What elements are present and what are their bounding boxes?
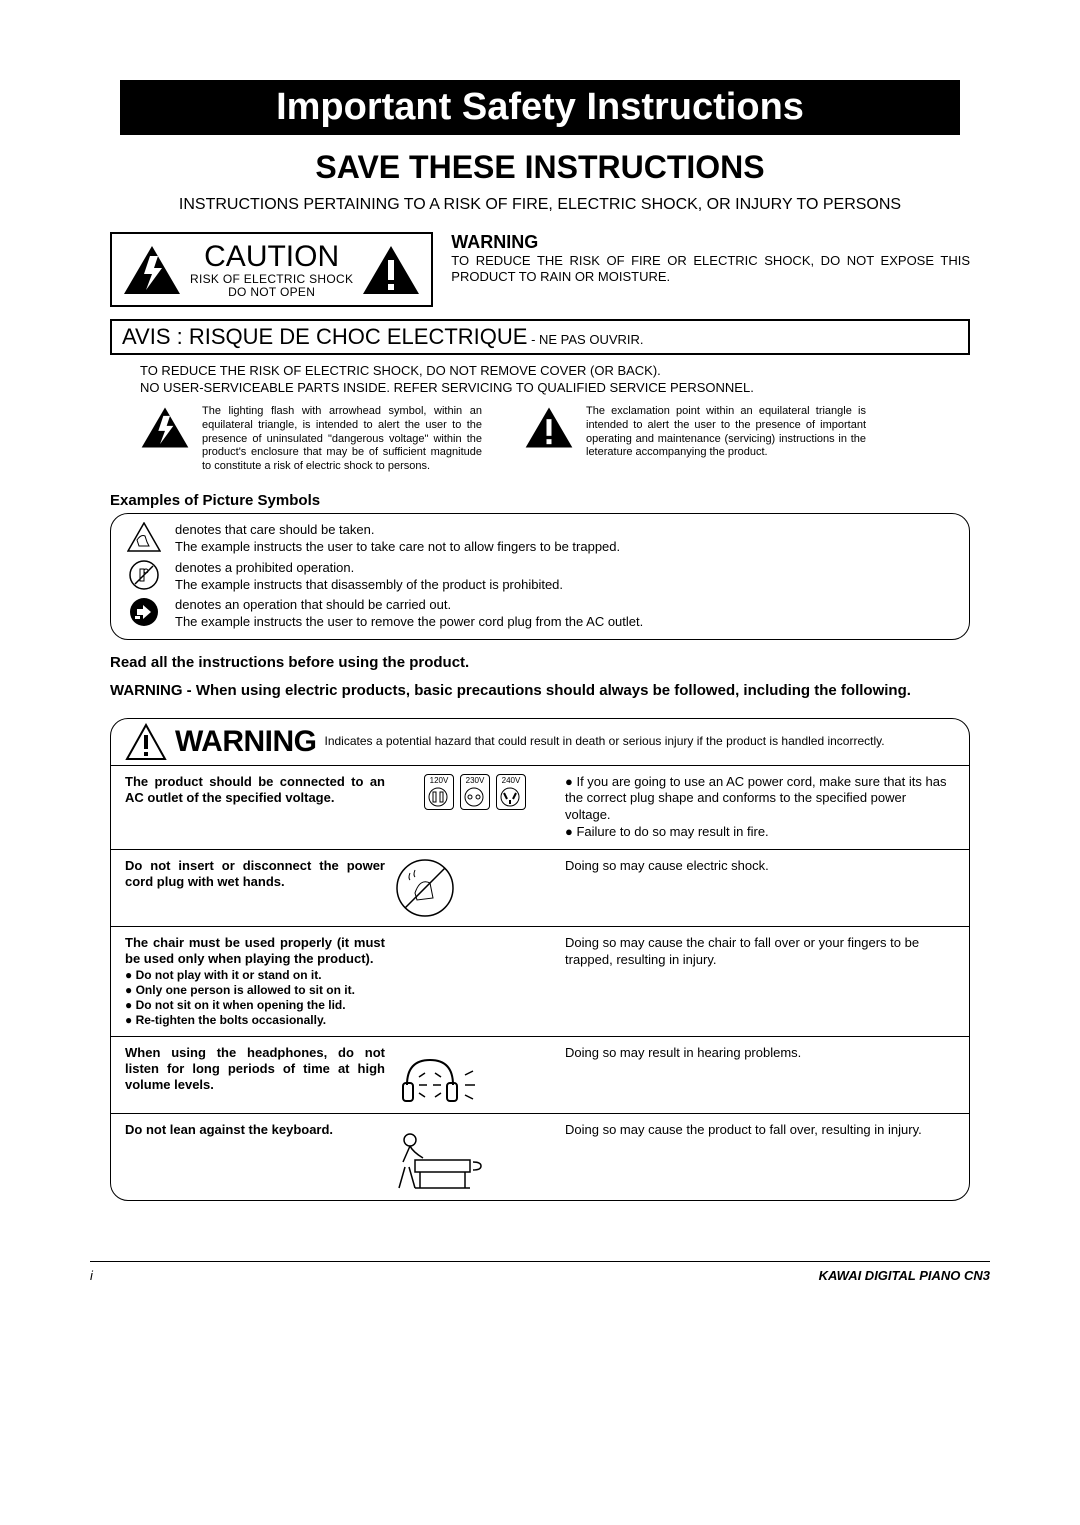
warning-row-chair: The chair must be used properly (it must… — [111, 927, 969, 1037]
warning-paragraph: WARNING - When using electric products, … — [110, 681, 970, 701]
avis-box: AVIS : RISQUE DE CHOC ELECTRIQUE - NE PA… — [110, 319, 970, 355]
title-banner: Important Safety Instructions — [120, 80, 960, 135]
row5-left: Do not lean against the keyboard. — [125, 1122, 385, 1138]
ex2a: denotes a prohibited operation. — [175, 560, 354, 575]
warning-word: WARNING — [175, 725, 317, 759]
read-instructions-line: Read all the instructions before using t… — [110, 654, 970, 671]
headphone-icon — [395, 1045, 485, 1105]
bolt-explain: The lighting flash with arrowhead symbol… — [202, 405, 482, 474]
exclamation-triangle-icon — [361, 244, 421, 296]
ex3b: The example instructs the user to remove… — [175, 614, 643, 629]
excl-explain: The exclamation point within an equilate… — [586, 405, 866, 460]
row1-right: If you are going to use an AC power cord… — [565, 774, 955, 842]
shock-line-1: TO REDUCE THE RISK OF ELECTRIC SHOCK, DO… — [140, 363, 940, 380]
ex1a: denotes that care should be taken. — [175, 522, 374, 537]
row4-left: When using the headphones, do not listen… — [125, 1045, 385, 1094]
row3-b2: Only one person is allowed to sit on it. — [125, 983, 385, 998]
caution-sub2: DO NOT OPEN — [190, 286, 353, 299]
plug-240v-icon: 240V — [496, 774, 526, 810]
bolt-triangle-icon — [140, 405, 190, 450]
ex1b: The example instructs the user to take c… — [175, 539, 620, 554]
row3-b4: Re-tighten the bolts occasionally. — [125, 1013, 385, 1028]
subtitle-desc: INSTRUCTIONS PERTAINING TO A RISK OF FIR… — [90, 196, 990, 214]
caution-row: CAUTION RISK OF ELECTRIC SHOCK DO NOT OP… — [90, 232, 990, 307]
avis-main: AVIS : RISQUE DE CHOC ELECTRIQUE — [122, 324, 527, 349]
warning-row-headphones: When using the headphones, do not listen… — [111, 1037, 969, 1114]
warning-row-wet-hands: Do not insert or disconnect the power co… — [111, 850, 969, 927]
caution-word: CAUTION — [190, 240, 353, 273]
warning-row-lean: Do not lean against the keyboard. Doing … — [111, 1114, 969, 1200]
warning-row-voltage: The product should be connected to an AC… — [111, 766, 969, 851]
avis-tail: - NE PAS OUVRIR. — [527, 332, 643, 347]
row5-right: Doing so may cause the product to fall o… — [565, 1122, 955, 1139]
exclamation-triangle-icon — [524, 405, 574, 450]
plug-120v-icon: 120V — [424, 774, 454, 810]
row1-left: The product should be connected to an AC… — [125, 774, 385, 807]
row3-left-main: The chair must be used properly (it must… — [125, 935, 385, 968]
bolt-triangle-icon — [122, 244, 182, 296]
row3-b1: Do not play with it or stand on it. — [125, 968, 385, 983]
prohibited-circle-icon — [127, 560, 161, 590]
row1-bullet2: Failure to do so may result in fire. — [565, 824, 955, 841]
row4-right: Doing so may result in hearing problems. — [565, 1045, 955, 1062]
subtitle: SAVE THESE INSTRUCTIONS — [90, 149, 990, 186]
wet-hand-prohibited-icon — [395, 858, 455, 918]
row3-right: Doing so may cause the chair to fall ove… — [565, 935, 955, 969]
mandatory-circle-icon — [127, 597, 161, 627]
ex2b: The example instructs that disassembly o… — [175, 577, 563, 592]
row3-b3: Do not sit on it when opening the lid. — [125, 998, 385, 1013]
caution-box: CAUTION RISK OF ELECTRIC SHOCK DO NOT OP… — [110, 232, 433, 307]
warning-aside-body: TO REDUCE THE RISK OF FIRE OR ELECTRIC S… — [451, 253, 970, 286]
ex3a: denotes an operation that should be carr… — [175, 597, 451, 612]
plug-230v-icon: 230V — [460, 774, 490, 810]
warning-desc: Indicates a potential hazard that could … — [325, 734, 956, 749]
examples-box: denotes that care should be taken. The ex… — [110, 513, 970, 640]
row2-right: Doing so may cause electric shock. — [565, 858, 955, 875]
warning-aside: WARNING TO REDUCE THE RISK OF FIRE OR EL… — [451, 232, 970, 286]
lean-keyboard-icon — [395, 1122, 485, 1192]
row1-bullet1: If you are going to use an AC power cord… — [565, 774, 955, 825]
warning-table: WARNING Indicates a potential hazard tha… — [110, 718, 970, 1201]
warning-table-header: WARNING Indicates a potential hazard tha… — [111, 719, 969, 766]
row1-plugs: 120V 230V 240V — [395, 774, 555, 810]
shock-text: TO REDUCE THE RISK OF ELECTRIC SHOCK, DO… — [90, 363, 990, 405]
warning-aside-title: WARNING — [451, 232, 970, 253]
brand-footer: KAWAI DIGITAL PIANO CN3 — [819, 1268, 990, 1283]
page-footer: i KAWAI DIGITAL PIANO CN3 — [90, 1261, 990, 1283]
page-number: i — [90, 1268, 93, 1283]
symbol-explain-row: The lighting flash with arrowhead symbol… — [90, 405, 990, 478]
care-triangle-icon — [127, 522, 161, 552]
exclamation-triangle-outline-icon — [125, 723, 167, 761]
row2-left: Do not insert or disconnect the power co… — [125, 858, 385, 891]
row3-left: The chair must be used properly (it must… — [125, 935, 385, 1028]
shock-line-2: NO USER-SERVICEABLE PARTS INSIDE. REFER … — [140, 380, 940, 397]
examples-heading: Examples of Picture Symbols — [110, 492, 990, 509]
